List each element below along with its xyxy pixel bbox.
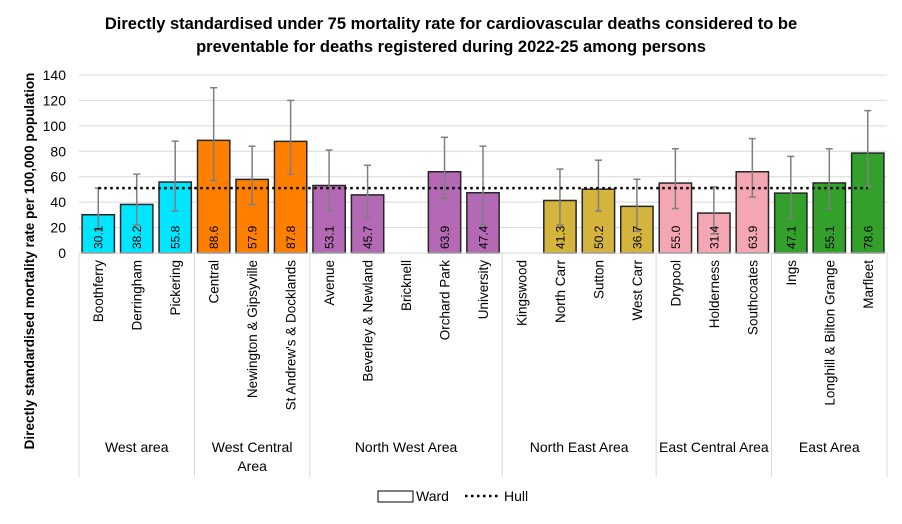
data-label: 53.1: [323, 225, 337, 249]
ward-label: Orchard Park: [438, 260, 453, 341]
area-label: East Central Area: [659, 439, 769, 455]
data-label: 63.9: [746, 225, 760, 249]
y-tick-label: 100: [43, 118, 67, 134]
data-label: 41.3: [553, 225, 567, 249]
data-label: 38.2: [130, 225, 144, 249]
ward-label: Holderness: [707, 260, 722, 329]
y-tick-label: 40: [50, 194, 66, 210]
legend-ward-label: Ward: [416, 488, 449, 504]
area-label: West Central: [212, 439, 293, 455]
data-label: 87.8: [284, 225, 298, 249]
y-tick-label: 120: [43, 92, 67, 108]
data-label: 31.4: [707, 225, 721, 249]
data-label: 36.7: [630, 225, 644, 249]
legend-ward-swatch: [377, 490, 414, 503]
area-label: West area: [105, 439, 169, 455]
ward-label: Derringham: [130, 260, 145, 331]
y-tick-label: 0: [58, 245, 66, 261]
data-label: 47.4: [477, 225, 491, 249]
ward-label: Longhill & Bilton Grange: [822, 260, 837, 406]
area-label: North West Area: [355, 439, 458, 455]
ward-label: Southcoates: [745, 260, 760, 335]
ward-label: St Andrew's & Docklands: [284, 260, 299, 411]
data-label: 47.1: [784, 225, 798, 249]
ward-label: Bricknell: [399, 260, 414, 311]
data-label: 55.1: [823, 225, 837, 249]
data-label: 50.2: [592, 225, 606, 249]
y-tick-label: 80: [50, 143, 66, 159]
ward-label: North Carr: [553, 260, 568, 324]
ward-label: Marfleet: [861, 260, 876, 309]
y-tick-label: 140: [43, 67, 67, 83]
data-label: 63.9: [438, 225, 452, 249]
y-axis-label: Directly standardised mortality rate per…: [22, 73, 37, 450]
ward-label: University: [476, 260, 491, 320]
y-tick-label: 60: [50, 169, 66, 185]
data-label: 30.1: [92, 225, 106, 249]
ward-label: Boothferry: [91, 260, 106, 323]
area-label: Area: [237, 458, 267, 474]
chart-title-line-1: Directly standardised under 75 mortality…: [105, 15, 797, 33]
ward-label: Drypool: [668, 260, 683, 307]
data-label: 88.6: [207, 225, 221, 249]
ward-label: Kingswood: [514, 260, 529, 326]
data-label: 45.7: [361, 225, 375, 249]
ward-label: West Carr: [630, 260, 645, 321]
ward-label: Avenue: [322, 260, 337, 306]
ward-label: Newington & Gipsyville: [245, 260, 260, 398]
ward-label: Sutton: [591, 260, 606, 299]
legend-hull-label: Hull: [504, 488, 528, 504]
y-tick-label: 20: [50, 220, 66, 236]
chart-title-line-2: preventable for deaths registered during…: [196, 38, 706, 56]
data-label: 78.6: [861, 225, 875, 249]
legend: Ward Hull: [377, 488, 528, 504]
ward-label: Beverley & Newland: [361, 260, 376, 382]
area-label: North East Area: [530, 439, 629, 455]
data-label: 57.9: [246, 225, 260, 249]
ward-label: Pickering: [168, 260, 183, 316]
area-label: East Area: [799, 439, 860, 455]
data-label: 55.8: [169, 225, 183, 249]
data-label: 55.0: [669, 225, 683, 249]
ward-label: Ings: [784, 260, 799, 286]
ward-label: Central: [207, 260, 222, 304]
